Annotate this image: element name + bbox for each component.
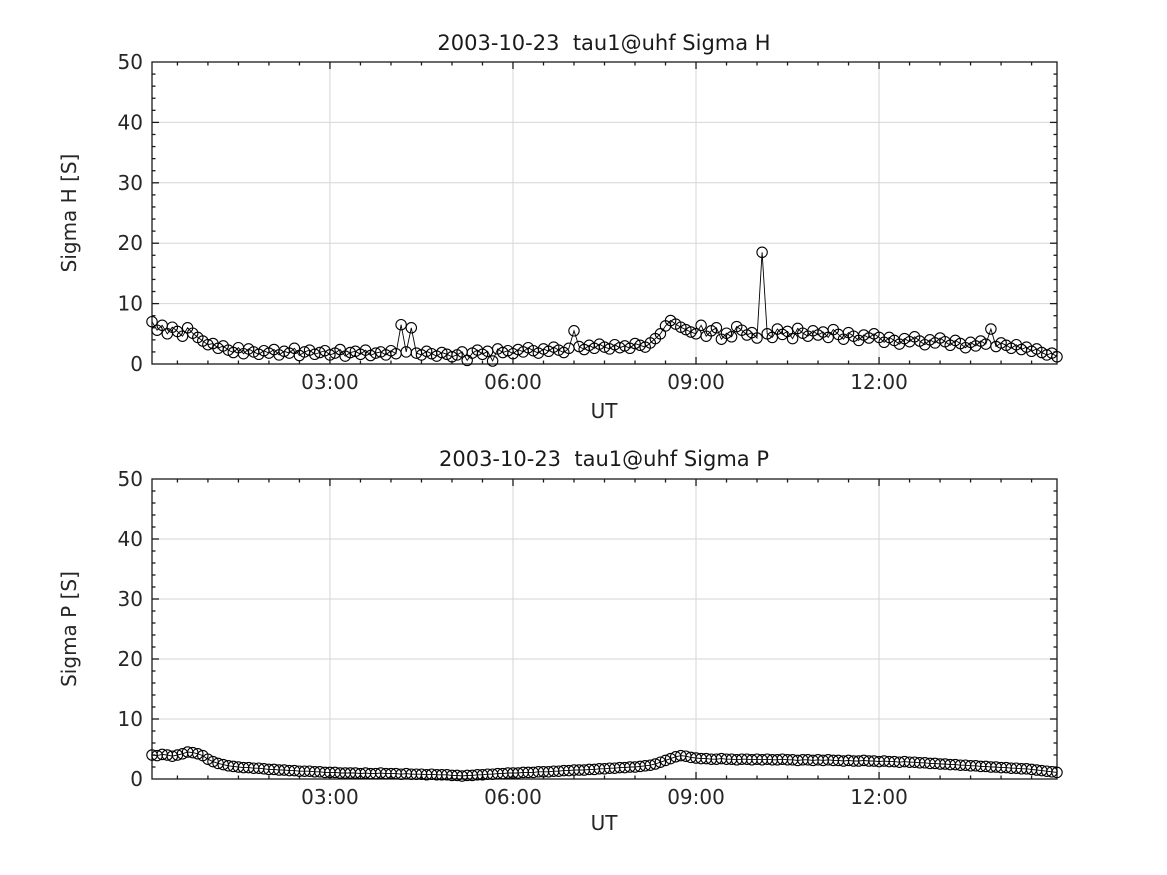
sigma-h-tick-labels: 03:00 06:00 09:00 12:00 0 10 20 30 40 50 — [118, 50, 908, 394]
svg-text:10: 10 — [118, 292, 143, 316]
svg-text:20: 20 — [118, 647, 143, 671]
sigma-p-grid — [152, 479, 1057, 779]
sigma-p-xlabel: UT — [590, 811, 618, 835]
svg-text:40: 40 — [118, 527, 143, 551]
sigma-p-ylabel: Sigma P [S] — [57, 571, 81, 687]
sigma-p-tick-labels: 03:00 06:00 09:00 12:00 0 10 20 30 40 50 — [118, 467, 908, 809]
svg-text:30: 30 — [118, 171, 143, 195]
svg-text:50: 50 — [118, 50, 143, 74]
svg-text:06:00: 06:00 — [484, 370, 542, 394]
sigma-h-grid — [152, 62, 1057, 364]
sigma-p-ticks — [152, 479, 1057, 779]
svg-text:50: 50 — [118, 467, 143, 491]
sigma-p-title: 2003-10-23 tau1@uhf Sigma P — [438, 447, 770, 471]
svg-text:30: 30 — [118, 587, 143, 611]
svg-text:09:00: 09:00 — [667, 370, 725, 394]
sigma-h-markers — [146, 246, 1063, 367]
sigma-h-xlabel: UT — [590, 399, 618, 423]
svg-text:12:00: 12:00 — [850, 370, 908, 394]
svg-text:20: 20 — [118, 231, 143, 255]
sigma-h-plot: 03:00 06:00 09:00 12:00 0 10 20 30 40 50 — [118, 50, 1063, 394]
sigma-h-title: 2003-10-23 tau1@uhf Sigma H — [437, 31, 771, 55]
sigma-p-axes-box — [151, 478, 1058, 780]
svg-text:40: 40 — [118, 110, 143, 134]
svg-text:0: 0 — [130, 767, 143, 791]
svg-text:0: 0 — [130, 352, 143, 376]
sigma-h-ylabel: Sigma H [S] — [57, 153, 81, 273]
svg-text:03:00: 03:00 — [301, 785, 359, 809]
sigma-h-ticks — [152, 62, 1057, 364]
svg-text:06:00: 06:00 — [484, 785, 542, 809]
sigma-p-markers — [146, 746, 1063, 782]
sigma-h-axes-box — [151, 61, 1058, 365]
svg-text:10: 10 — [118, 707, 143, 731]
svg-text:12:00: 12:00 — [850, 785, 908, 809]
svg-text:03:00: 03:00 — [301, 370, 359, 394]
sigma-p-plot: 03:00 06:00 09:00 12:00 0 10 20 30 40 50 — [118, 467, 1063, 809]
svg-text:09:00: 09:00 — [667, 785, 725, 809]
